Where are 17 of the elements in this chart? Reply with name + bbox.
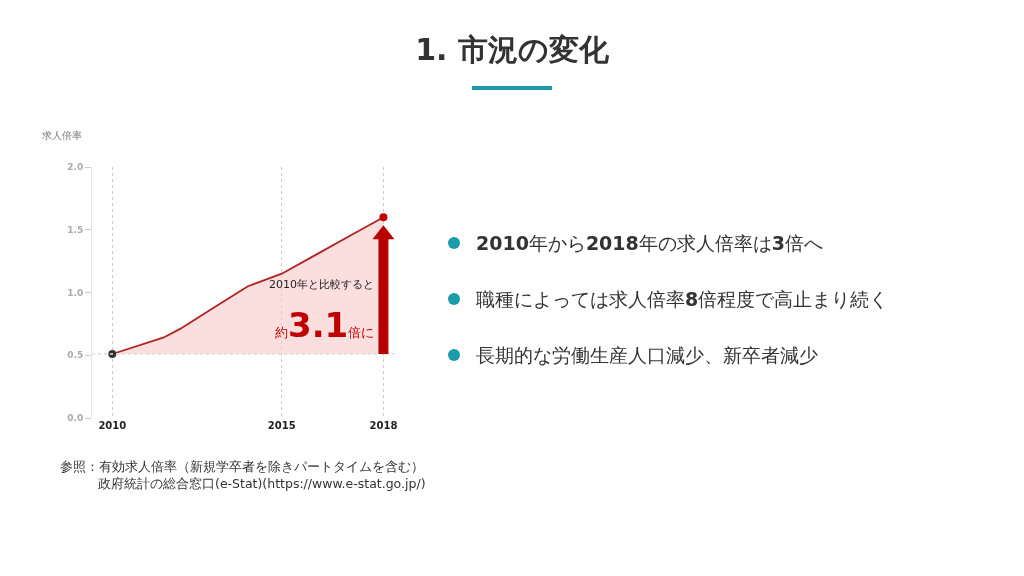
x-tick-label: 2015	[267, 420, 296, 431]
x-tick-label: 2018	[369, 420, 398, 431]
y-tick-label: 1.0	[67, 287, 84, 298]
text: 1. 市況の変化	[414, 31, 610, 69]
y-tick-label: 2.0	[67, 162, 84, 173]
annotation: 約3.1倍に	[275, 305, 375, 345]
y-tick-label: 0.0	[67, 413, 84, 424]
text: 2010年から2018年の求人倍率は3倍へ	[476, 232, 824, 254]
text: 長期的な労働生産人口減少、新卒者減少	[476, 344, 818, 366]
y-axis-title: 求人倍率	[42, 130, 82, 141]
x-tick-label: 2010	[98, 420, 127, 431]
y-tick-label: 0.5	[67, 350, 84, 361]
text: 政府統計の総合窓口(e-Stat)(https://www.e-stat.go.jp/)	[97, 475, 426, 492]
text: 職種によっては求人倍率8倍程度で高止まり続く	[476, 288, 889, 310]
y-tick-label: 1.5	[67, 224, 84, 235]
annotation: 2010年と比較すると	[269, 278, 374, 291]
text: 参照：有効求人倍率（新規学卒者を除きパートタイムを含む）	[60, 458, 425, 475]
